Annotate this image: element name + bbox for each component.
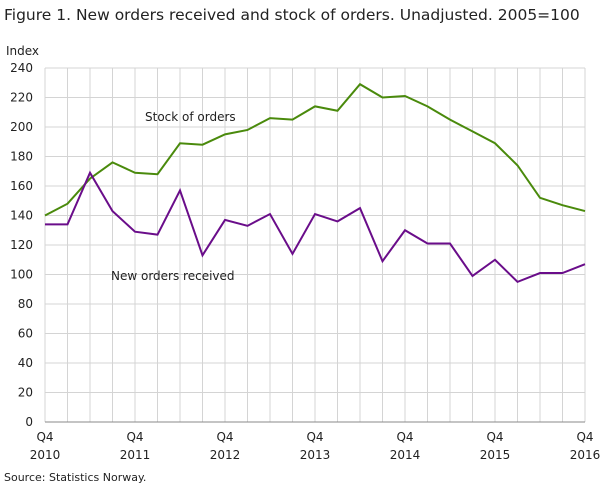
x-tick-year: 2012 xyxy=(210,448,241,462)
x-tick-year: 2011 xyxy=(120,448,151,462)
x-tick-label: Q4 xyxy=(396,430,413,444)
x-tick-label: Q4 xyxy=(216,430,233,444)
x-tick-year: 2013 xyxy=(300,448,331,462)
y-tick-label: 40 xyxy=(18,356,33,370)
x-tick-label: Q4 xyxy=(126,430,143,444)
source-note: Source: Statistics Norway. xyxy=(4,471,147,484)
y-tick-label: 200 xyxy=(10,120,33,134)
y-tick-label: 180 xyxy=(10,150,33,164)
series-label-new-orders: New orders received xyxy=(111,269,235,283)
y-axis-label: Index xyxy=(6,44,39,58)
x-tick-label: Q4 xyxy=(576,430,593,444)
x-tick-year: 2016 xyxy=(570,448,601,462)
x-tick-label: Q4 xyxy=(306,430,323,444)
y-tick-label: 60 xyxy=(18,327,33,341)
x-tick-year: 2015 xyxy=(480,448,511,462)
y-tick-label: 240 xyxy=(10,61,33,75)
y-tick-label: 20 xyxy=(18,386,33,400)
y-tick-label: 160 xyxy=(10,179,33,193)
x-tick-year: 2014 xyxy=(390,448,421,462)
series-label-stock: Stock of orders xyxy=(145,110,236,124)
y-tick-label: 140 xyxy=(10,209,33,223)
y-tick-label: 120 xyxy=(10,238,33,252)
y-tick-label: 80 xyxy=(18,297,33,311)
chart-title: Figure 1. New orders received and stock … xyxy=(4,6,580,24)
x-tick-label: Q4 xyxy=(36,430,53,444)
x-tick-year: 2010 xyxy=(30,448,61,462)
x-tick-label: Q4 xyxy=(486,430,503,444)
y-tick-label: 220 xyxy=(10,91,33,105)
y-tick-label: 100 xyxy=(10,268,33,282)
y-tick-label: 0 xyxy=(25,415,33,429)
